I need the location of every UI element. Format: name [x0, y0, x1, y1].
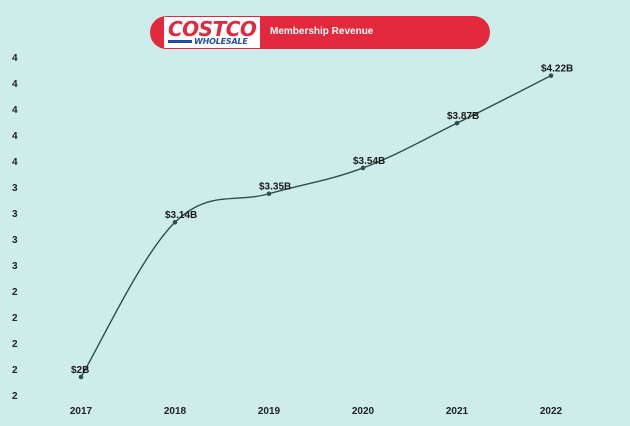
- y-tick-label: 3: [12, 261, 18, 272]
- data-label: $3.54B: [353, 156, 385, 167]
- data-label: $3.14B: [165, 210, 197, 221]
- y-tick-label: 2: [12, 339, 18, 350]
- x-tick-label: 2022: [540, 406, 563, 417]
- data-point: [172, 219, 178, 225]
- logo-subtext: WHOLESALE: [194, 37, 248, 46]
- data-labels: $2B $3.14B $3.35B $3.54B $3.87B $4.22B: [71, 64, 573, 376]
- data-point: [548, 73, 554, 78]
- data-label: $2B: [71, 365, 89, 376]
- x-tick-label: 2020: [352, 406, 375, 417]
- y-tick-label: 4: [12, 79, 18, 90]
- y-tick-label: 4: [12, 53, 18, 64]
- logo-text: COSTCO: [168, 17, 257, 41]
- y-tick-label: 2: [12, 391, 18, 402]
- x-tick-label: 2021: [446, 406, 469, 417]
- x-tick-label: 2018: [164, 406, 187, 417]
- y-tick-label: 2: [12, 287, 18, 298]
- data-label: $3.87B: [447, 111, 479, 122]
- data-label: $3.35B: [259, 182, 291, 193]
- data-point: [266, 191, 272, 197]
- costco-logo: COSTCO WHOLESALE: [164, 17, 260, 48]
- series-line: [80, 75, 552, 378]
- data-point: [360, 165, 366, 171]
- y-tick-label: 2: [12, 365, 18, 376]
- y-tick-label: 3: [12, 235, 18, 246]
- y-tick-label: 3: [12, 209, 18, 220]
- y-tick-label: 3: [12, 183, 18, 194]
- chart-title: Membership Revenue: [270, 26, 374, 37]
- data-point: [78, 374, 84, 380]
- y-tick-label: 2: [12, 313, 18, 324]
- data-points: [78, 73, 554, 380]
- y-tick-label: 4: [12, 105, 18, 116]
- y-tick-label: 4: [12, 131, 18, 142]
- data-point: [454, 120, 460, 126]
- y-tick-label: 4: [12, 157, 18, 168]
- logo-bar: [168, 40, 192, 43]
- x-axis-ticks: 2017 2018 2019 2020 2021 2022: [70, 406, 563, 417]
- x-tick-label: 2017: [70, 406, 93, 417]
- y-axis-ticks: 2 2 2 2 2 3 3 3 3 4 4 4 4 4: [12, 53, 18, 402]
- title-banner: COSTCO WHOLESALE Membership Revenue: [150, 16, 490, 49]
- x-tick-label: 2019: [258, 406, 281, 417]
- data-label: $4.22B: [541, 64, 573, 75]
